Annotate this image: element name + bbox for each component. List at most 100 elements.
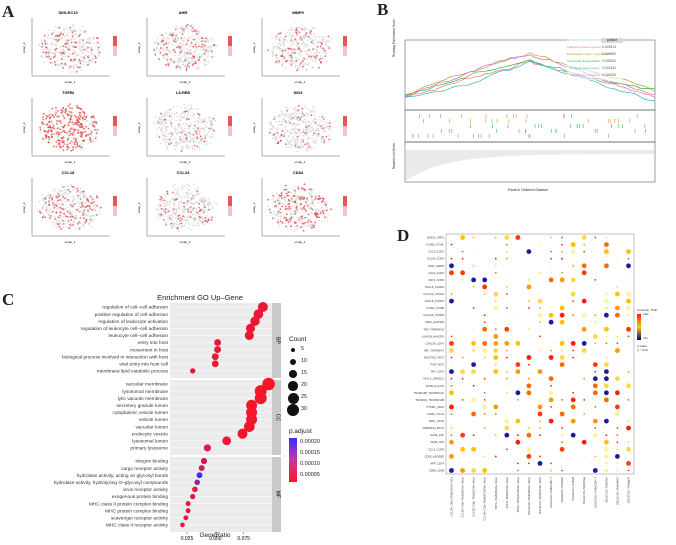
umap-cell (179, 115, 181, 117)
umap-cell (167, 132, 169, 135)
umap-cell (277, 62, 280, 65)
gsea-metric-ylabel: Ranked List Metric (392, 142, 396, 170)
umap-cell (325, 60, 328, 63)
umap-cell (199, 130, 202, 133)
d-dot (559, 277, 565, 283)
umap-ylabel: umap_2 (137, 42, 141, 53)
umap-cell (299, 140, 301, 143)
umap-cell (199, 135, 202, 138)
umap-cell (162, 125, 164, 127)
umap-cell (189, 208, 192, 211)
umap-cell (59, 52, 62, 55)
umap-cell (312, 106, 315, 109)
umap-cell (199, 128, 202, 131)
count-legend-label: 5 (301, 346, 305, 352)
umap-cell (292, 52, 295, 55)
umap-cell (173, 127, 176, 130)
umap-cell (295, 22, 297, 25)
umap-cell (82, 40, 85, 43)
umap-cell (55, 35, 57, 37)
umap-cell (306, 114, 309, 117)
umap-cell (294, 146, 297, 148)
umap-cell (169, 123, 172, 126)
umap-cell (209, 127, 212, 130)
umap-cell (269, 198, 272, 201)
umap-cell (304, 132, 307, 135)
umap-cell (319, 213, 322, 216)
umap-cell (192, 203, 195, 205)
umap-cell (300, 54, 302, 56)
umap-cell (98, 213, 101, 215)
go-term-label: lysosomal membrane (122, 389, 168, 395)
d-dot (528, 363, 530, 366)
d-dot (461, 279, 464, 281)
umap-cell (278, 196, 280, 199)
umap-cell (71, 185, 74, 188)
umap-cell (291, 215, 294, 218)
umap-cell (62, 115, 65, 117)
umap-cell (295, 132, 298, 135)
umap-cell (305, 50, 308, 53)
umap-cell (210, 136, 213, 139)
umap-cell (198, 224, 201, 227)
umap-cell (278, 225, 281, 227)
umap-cell (294, 106, 297, 109)
umap-cell (48, 217, 51, 220)
umap-cell (67, 122, 70, 124)
d-row-label: CCL3_CCR5 (428, 447, 444, 451)
d-dot (559, 411, 565, 417)
umap-cell (211, 49, 214, 52)
d-dot (570, 418, 576, 424)
umap-cell (298, 194, 301, 197)
d-dot (548, 277, 554, 283)
umap-cell (310, 148, 312, 150)
d-dot (604, 249, 609, 254)
umap-cell (63, 212, 65, 215)
umap-cell (294, 201, 296, 203)
umap-cell (163, 205, 166, 208)
umap-cell (283, 133, 285, 136)
umap-cell (65, 200, 67, 203)
umap-cell (181, 33, 184, 35)
umap-cell (298, 68, 300, 70)
umap-cell (180, 128, 183, 130)
umap-cell (172, 61, 175, 64)
d-dot (494, 413, 497, 415)
umap-cell (183, 116, 186, 118)
umap-cell (290, 218, 292, 221)
umap-cell (203, 201, 206, 204)
umap-cell (304, 143, 307, 146)
umap-cell (75, 211, 77, 213)
d-dot (559, 312, 565, 318)
d-dot (450, 243, 453, 246)
umap-cell (288, 116, 290, 119)
umap-cell (61, 65, 64, 68)
umap-cell (52, 114, 54, 117)
umap-cell (306, 199, 309, 202)
panel-a: SIGLEC10 umap_1 umap_2 AHR umap_1 umap_2 MMP9 u… (20, 8, 365, 248)
count-legend-dot (289, 370, 297, 378)
umap-cell (187, 189, 189, 191)
umap-cell (163, 202, 166, 205)
umap-cell (296, 34, 299, 36)
umap-cell (73, 38, 76, 40)
umap-cell (163, 219, 165, 221)
gene-set-name: Adaptive Immune System (567, 45, 602, 49)
d-dot (494, 300, 497, 302)
umap-cell (305, 112, 308, 115)
d-dot (616, 342, 619, 345)
d-row-label: NECTIN2_TIGIT (424, 356, 444, 360)
umap-cell (94, 55, 97, 58)
umap-cell (70, 213, 73, 215)
umap-cell (200, 200, 202, 202)
umap-cell (207, 200, 210, 203)
umap-cell (308, 54, 311, 57)
umap-cell (61, 62, 63, 65)
umap-cell (280, 110, 283, 113)
umap-cell (278, 194, 281, 197)
umap-cell (185, 220, 187, 223)
d-dot (559, 362, 565, 367)
umap-cell (168, 37, 170, 40)
go-term-label: hydrolase activity, hydrolyzing O–glycos… (54, 480, 169, 486)
